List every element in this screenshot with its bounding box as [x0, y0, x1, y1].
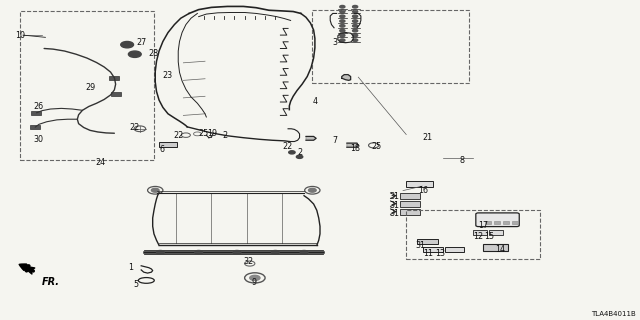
Polygon shape: [347, 143, 358, 147]
Text: 30: 30: [34, 135, 44, 144]
Text: 3: 3: [332, 38, 337, 47]
Text: 31: 31: [415, 241, 425, 250]
Bar: [406, 210, 540, 260]
Text: 24: 24: [95, 158, 106, 167]
Circle shape: [353, 5, 358, 8]
Text: TLA4B4011B: TLA4B4011B: [591, 311, 636, 316]
Text: 2: 2: [222, 131, 227, 140]
Text: 27: 27: [136, 38, 147, 47]
Circle shape: [340, 5, 345, 8]
Circle shape: [353, 20, 358, 22]
Bar: [312, 10, 469, 83]
Circle shape: [353, 10, 358, 13]
Text: 32: 32: [243, 257, 253, 266]
Circle shape: [152, 188, 159, 192]
Bar: [473, 230, 487, 235]
Circle shape: [353, 34, 358, 37]
Text: 21: 21: [423, 133, 433, 142]
Bar: [111, 92, 121, 96]
Text: 18: 18: [351, 144, 361, 153]
Circle shape: [340, 10, 345, 13]
Bar: [31, 111, 41, 115]
Text: 8: 8: [460, 156, 464, 164]
Text: 9: 9: [252, 278, 257, 287]
Circle shape: [353, 25, 358, 27]
Circle shape: [340, 25, 345, 27]
Text: 31: 31: [389, 209, 399, 218]
Text: 14: 14: [495, 245, 505, 254]
Bar: [445, 247, 464, 252]
Bar: [159, 142, 177, 147]
Circle shape: [340, 29, 345, 32]
Circle shape: [353, 15, 358, 18]
Text: 25: 25: [371, 142, 381, 151]
Circle shape: [233, 251, 241, 254]
Text: 22: 22: [130, 123, 140, 132]
Bar: [20, 11, 154, 160]
Text: 29: 29: [85, 84, 95, 92]
Bar: [483, 244, 508, 251]
Circle shape: [340, 20, 345, 22]
Bar: [493, 221, 500, 224]
Bar: [417, 239, 438, 244]
Circle shape: [271, 251, 279, 254]
Circle shape: [129, 51, 141, 57]
Bar: [30, 125, 40, 129]
Circle shape: [121, 42, 134, 48]
Bar: [489, 230, 503, 235]
Text: 17: 17: [478, 221, 488, 230]
Text: 5: 5: [134, 280, 139, 289]
Circle shape: [340, 34, 345, 37]
Text: 10: 10: [15, 31, 25, 40]
Text: 31: 31: [389, 192, 399, 202]
Circle shape: [340, 15, 345, 18]
Circle shape: [353, 29, 358, 32]
Text: 19: 19: [207, 129, 217, 138]
Circle shape: [195, 251, 202, 254]
Bar: [511, 221, 518, 224]
Text: 22: 22: [173, 131, 183, 140]
Text: 6: 6: [159, 145, 164, 154]
Bar: [406, 181, 433, 187]
Text: 7: 7: [332, 136, 337, 145]
Bar: [424, 247, 443, 252]
Text: 12: 12: [473, 232, 483, 241]
Text: FR.: FR.: [42, 277, 60, 287]
Text: 16: 16: [419, 186, 428, 195]
Text: 13: 13: [435, 249, 445, 258]
Text: 11: 11: [424, 249, 433, 258]
Text: 4: 4: [313, 97, 318, 106]
Bar: [109, 76, 120, 80]
Text: 31: 31: [389, 201, 399, 210]
Bar: [401, 201, 420, 207]
Text: 28: 28: [148, 49, 158, 58]
Text: 22: 22: [282, 142, 292, 151]
Circle shape: [289, 151, 295, 154]
FancyBboxPatch shape: [476, 213, 519, 227]
Polygon shape: [342, 75, 351, 80]
Bar: [484, 221, 491, 224]
Circle shape: [157, 251, 164, 254]
Circle shape: [300, 251, 308, 254]
Circle shape: [308, 188, 316, 192]
Bar: [401, 209, 420, 215]
Circle shape: [250, 275, 260, 280]
Text: 1: 1: [129, 263, 133, 272]
Bar: [502, 221, 509, 224]
Text: 26: 26: [33, 102, 44, 111]
Text: 23: 23: [163, 71, 172, 80]
Bar: [401, 193, 420, 199]
Text: 15: 15: [484, 232, 494, 241]
Circle shape: [353, 39, 358, 42]
Circle shape: [340, 39, 345, 42]
Text: 2: 2: [297, 148, 302, 157]
Text: 25: 25: [198, 129, 208, 138]
Circle shape: [296, 155, 303, 158]
Polygon shape: [306, 136, 316, 140]
